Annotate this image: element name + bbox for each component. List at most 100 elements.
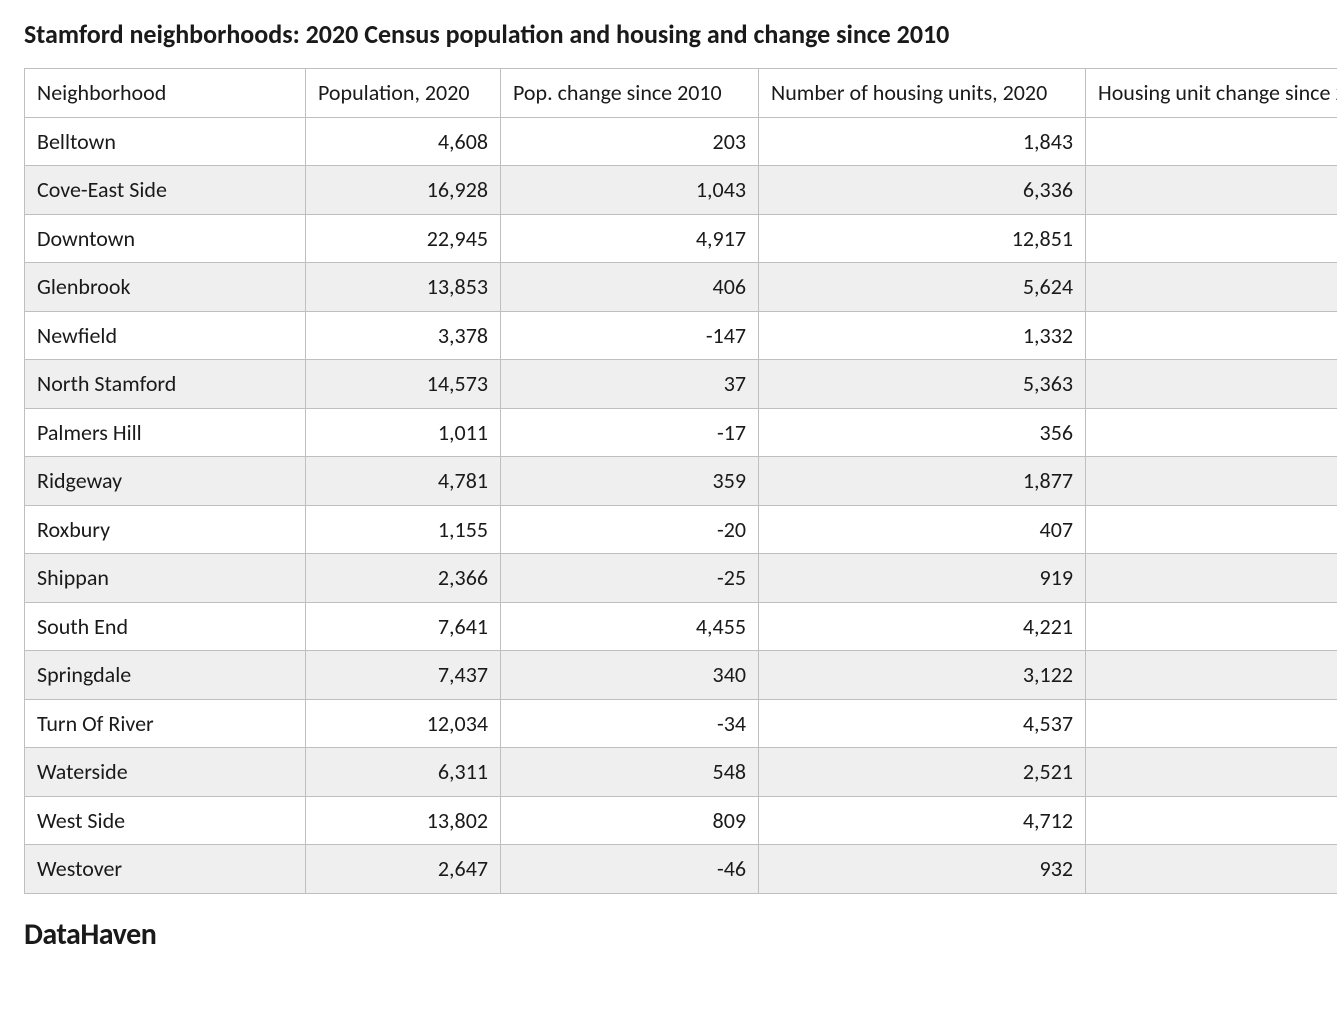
cell-pop-change: 4,455 xyxy=(501,602,759,651)
cell-population: 6,311 xyxy=(306,748,501,797)
cell-population: 7,641 xyxy=(306,602,501,651)
cell-population: 2,366 xyxy=(306,554,501,603)
page-title: Stamford neighborhoods: 2020 Census popu… xyxy=(24,18,1313,50)
cell-population: 3,378 xyxy=(306,311,501,360)
cell-population: 1,155 xyxy=(306,505,501,554)
table-header: Neighborhood Population, 2020 Pop. chang… xyxy=(25,69,1337,118)
cell-population: 13,853 xyxy=(306,263,501,312)
cell-pop-change: 809 xyxy=(501,796,759,845)
cell-pop-change: -20 xyxy=(501,505,759,554)
cell-pop-change: 37 xyxy=(501,360,759,409)
cell-housing: 6,336 xyxy=(759,166,1086,215)
cell-neighborhood: Downtown xyxy=(25,214,306,263)
cell-housing-change: -38 xyxy=(1086,311,1337,360)
table-row: Turn Of River 12,034 -34 4,537 -58 xyxy=(25,699,1337,748)
cell-housing-change: -74 xyxy=(1086,845,1337,894)
cell-housing-change: 143 xyxy=(1086,457,1337,506)
table-row: Belltown 4,608 203 1,843 60 xyxy=(25,117,1337,166)
cell-housing: 919 xyxy=(759,554,1086,603)
table-row: North Stamford 14,573 37 5,363 74 xyxy=(25,360,1337,409)
cell-neighborhood: Belltown xyxy=(25,117,306,166)
table-body: Belltown 4,608 203 1,843 60 Cove-East Si… xyxy=(25,117,1337,893)
cell-population: 12,034 xyxy=(306,699,501,748)
cell-housing: 3,122 xyxy=(759,651,1086,700)
cell-pop-change: 548 xyxy=(501,748,759,797)
cell-housing-change: 136 xyxy=(1086,796,1337,845)
cell-neighborhood: Newfield xyxy=(25,311,306,360)
cell-pop-change: 406 xyxy=(501,263,759,312)
cell-housing: 12,851 xyxy=(759,214,1086,263)
col-housing-change: Housing unit change since 2010 xyxy=(1086,69,1337,118)
cell-neighborhood: Turn Of River xyxy=(25,699,306,748)
cell-housing: 5,363 xyxy=(759,360,1086,409)
cell-population: 4,608 xyxy=(306,117,501,166)
table-row: Springdale 7,437 340 3,122 105 xyxy=(25,651,1337,700)
cell-pop-change: -25 xyxy=(501,554,759,603)
cell-neighborhood: Cove-East Side xyxy=(25,166,306,215)
cell-population: 16,928 xyxy=(306,166,501,215)
cell-housing-change: 3,215 xyxy=(1086,602,1337,651)
cell-neighborhood: Roxbury xyxy=(25,505,306,554)
cell-neighborhood: Palmers Hill xyxy=(25,408,306,457)
cell-population: 14,573 xyxy=(306,360,501,409)
table-row: Roxbury 1,155 -20 407 -32 xyxy=(25,505,1337,554)
cell-housing-change: -6 xyxy=(1086,554,1337,603)
cell-neighborhood: South End xyxy=(25,602,306,651)
table-row: Ridgeway 4,781 359 1,877 143 xyxy=(25,457,1337,506)
cell-neighborhood: Westover xyxy=(25,845,306,894)
cell-pop-change: -17 xyxy=(501,408,759,457)
cell-pop-change: 203 xyxy=(501,117,759,166)
cell-housing: 2,521 xyxy=(759,748,1086,797)
cell-neighborhood: North Stamford xyxy=(25,360,306,409)
cell-housing: 4,221 xyxy=(759,602,1086,651)
cell-neighborhood: Glenbrook xyxy=(25,263,306,312)
cell-population: 7,437 xyxy=(306,651,501,700)
table-row: Cove-East Side 16,928 1,043 6,336 117 xyxy=(25,166,1337,215)
cell-pop-change: 359 xyxy=(501,457,759,506)
cell-housing-change: 2,402 xyxy=(1086,214,1337,263)
cell-housing: 4,712 xyxy=(759,796,1086,845)
data-table: Neighborhood Population, 2020 Pop. chang… xyxy=(24,68,1337,894)
cell-population: 2,647 xyxy=(306,845,501,894)
cell-housing-change: -58 xyxy=(1086,699,1337,748)
cell-housing-change: 60 xyxy=(1086,117,1337,166)
table-row: Glenbrook 13,853 406 5,624 56 xyxy=(25,263,1337,312)
table-row: Newfield 3,378 -147 1,332 -38 xyxy=(25,311,1337,360)
cell-pop-change: -46 xyxy=(501,845,759,894)
cell-population: 4,781 xyxy=(306,457,501,506)
table-row: Palmers Hill 1,011 -17 356 -28 xyxy=(25,408,1337,457)
cell-housing-change: -32 xyxy=(1086,505,1337,554)
cell-housing: 1,332 xyxy=(759,311,1086,360)
cell-housing: 5,624 xyxy=(759,263,1086,312)
cell-housing-change: 74 xyxy=(1086,360,1337,409)
cell-pop-change: -147 xyxy=(501,311,759,360)
cell-housing: 1,843 xyxy=(759,117,1086,166)
page: Stamford neighborhoods: 2020 Census popu… xyxy=(0,0,1337,977)
cell-housing: 356 xyxy=(759,408,1086,457)
cell-neighborhood: Waterside xyxy=(25,748,306,797)
cell-housing: 1,877 xyxy=(759,457,1086,506)
table-row: Westover 2,647 -46 932 -74 xyxy=(25,845,1337,894)
col-population-2020: Population, 2020 xyxy=(306,69,501,118)
cell-population: 13,802 xyxy=(306,796,501,845)
col-neighborhood: Neighborhood xyxy=(25,69,306,118)
cell-housing: 932 xyxy=(759,845,1086,894)
cell-housing-change: 56 xyxy=(1086,263,1337,312)
cell-housing: 407 xyxy=(759,505,1086,554)
source-label: DataHaven xyxy=(24,916,1313,953)
cell-neighborhood: Shippan xyxy=(25,554,306,603)
cell-neighborhood: West Side xyxy=(25,796,306,845)
col-housing-units: Number of housing units, 2020 xyxy=(759,69,1086,118)
cell-housing-change: 309 xyxy=(1086,748,1337,797)
cell-pop-change: 4,917 xyxy=(501,214,759,263)
cell-housing-change: 117 xyxy=(1086,166,1337,215)
cell-neighborhood: Ridgeway xyxy=(25,457,306,506)
table-row: South End 7,641 4,455 4,221 3,215 xyxy=(25,602,1337,651)
cell-neighborhood: Springdale xyxy=(25,651,306,700)
cell-housing-change: 105 xyxy=(1086,651,1337,700)
cell-pop-change: 1,043 xyxy=(501,166,759,215)
cell-housing-change: -28 xyxy=(1086,408,1337,457)
table-row: Shippan 2,366 -25 919 -6 xyxy=(25,554,1337,603)
table-row: West Side 13,802 809 4,712 136 xyxy=(25,796,1337,845)
cell-population: 22,945 xyxy=(306,214,501,263)
